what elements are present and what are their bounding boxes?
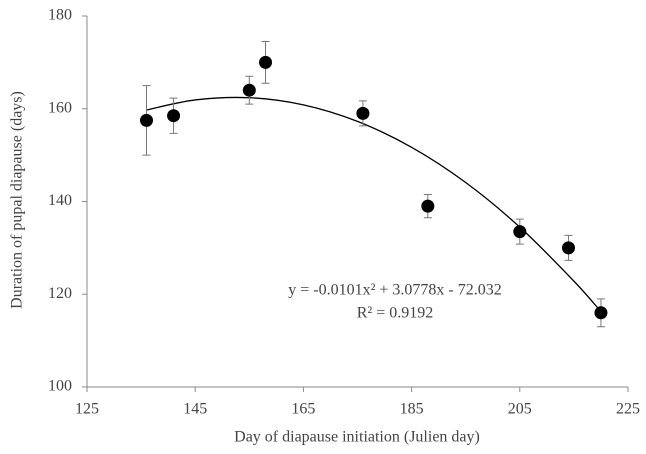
trendline bbox=[146, 96, 602, 313]
x-tick-label: 225 bbox=[616, 401, 640, 418]
x-tick-label: 145 bbox=[183, 401, 207, 418]
x-axis-title: Day of diapause initiation (Julien day) bbox=[234, 429, 480, 446]
point bbox=[513, 225, 527, 239]
y-tick-label: 160 bbox=[48, 99, 72, 116]
r-squared: R² = 0.9192 bbox=[357, 305, 434, 322]
point bbox=[561, 241, 575, 255]
y-axis-title: Duration of pupal diapause (days) bbox=[9, 91, 26, 309]
x-tick-label: 185 bbox=[400, 401, 424, 418]
point bbox=[167, 109, 181, 123]
point bbox=[140, 113, 154, 127]
point bbox=[242, 83, 256, 97]
x-tick-label: 205 bbox=[508, 401, 532, 418]
y-tick-label: 180 bbox=[48, 7, 72, 24]
x-tick-label: 165 bbox=[291, 401, 315, 418]
point bbox=[356, 106, 370, 120]
point bbox=[594, 306, 608, 320]
y-tick-label: 100 bbox=[48, 378, 72, 395]
point bbox=[259, 55, 273, 69]
equation: y = -0.0101x² + 3.0778x - 72.032 bbox=[288, 282, 502, 299]
x-tick-label: 125 bbox=[75, 401, 99, 418]
y-tick-label: 140 bbox=[48, 192, 72, 209]
point bbox=[421, 199, 435, 213]
y-tick-label: 120 bbox=[48, 285, 72, 302]
